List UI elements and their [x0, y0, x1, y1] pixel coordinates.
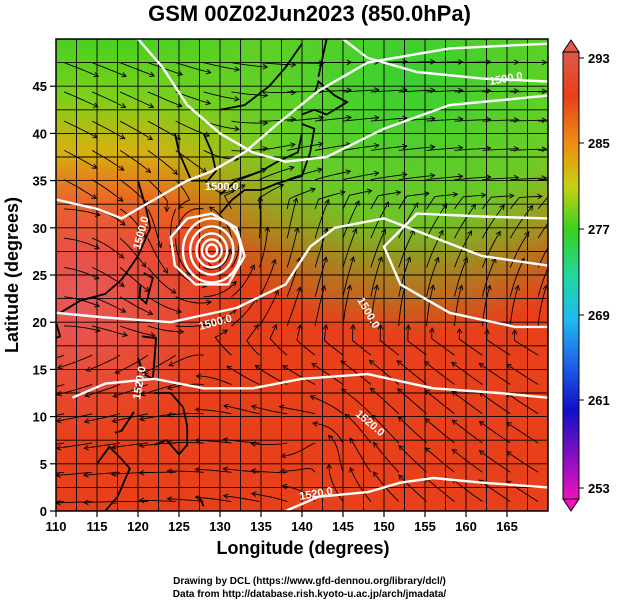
map-title: GSM 00Z02Jun2023 (850.0hPa) [148, 1, 471, 26]
colorbar-top-arrow [563, 40, 579, 52]
streamline [168, 443, 204, 444]
streamline-arrowhead [28, 501, 32, 506]
y-tick-label: 5 [40, 457, 47, 472]
contour-label: 1500.0 [205, 181, 239, 193]
credit-line-1: Drawing by DCL (https://www.gfd-dennou.o… [173, 576, 446, 587]
colorbar-label: 277 [588, 222, 610, 237]
colorbar-bottom-arrow [563, 499, 579, 511]
streamline-arrowhead [29, 390, 34, 395]
x-tick-label: 145 [332, 519, 354, 534]
x-tick-label: 140 [291, 519, 313, 534]
x-tick-label: 135 [250, 519, 272, 534]
y-axis-ticks: 0 5 10 15 20 25 30 35 40 45 [33, 79, 56, 519]
colorbar-scale [563, 52, 579, 499]
credit-line-2: Data from http://database.rish.kyoto-u.a… [173, 589, 447, 600]
x-tick-label: 165 [496, 519, 518, 534]
grid-lines [56, 39, 548, 511]
colorbar-label: 269 [588, 308, 610, 323]
y-tick-label: 15 [33, 362, 47, 377]
x-tick-label: 155 [414, 519, 436, 534]
x-tick-label: 120 [127, 519, 149, 534]
x-tick-label: 160 [455, 519, 477, 534]
x-tick-label: 150 [373, 519, 395, 534]
streamline-arrowhead [553, 232, 557, 237]
colorbar-label: 293 [588, 51, 610, 66]
streamline-arrowhead [557, 206, 562, 211]
y-tick-label: 20 [33, 315, 47, 330]
y-tick-label: 0 [40, 504, 47, 519]
x-tick-label: 125 [168, 519, 190, 534]
colorbar-labels: 293 285 277 269 261 253 [579, 51, 610, 496]
x-axis-label: Longitude (degrees) [216, 538, 389, 558]
streamline-arrowhead [548, 259, 552, 264]
x-tick-label: 110 [46, 519, 67, 534]
x-axis-ticks: 110 115 120 125 130 135 140 145 150 155 160 165 [46, 511, 518, 534]
y-tick-label: 25 [33, 268, 47, 283]
y-tick-label: 30 [33, 221, 47, 236]
y-tick-label: 10 [33, 410, 47, 425]
colorbar-label: 261 [588, 393, 610, 408]
streamline-arrowhead [28, 473, 33, 478]
streamline-arrowhead [28, 445, 33, 450]
y-tick-label: 35 [33, 174, 47, 189]
x-tick-label: 130 [209, 519, 231, 534]
y-axis-label: Latitude (degrees) [2, 197, 22, 353]
colorbar-label: 253 [588, 481, 610, 496]
y-tick-label: 40 [33, 126, 47, 141]
colorbar: 293 285 277 269 261 253 [563, 40, 610, 511]
x-tick-label: 115 [87, 519, 108, 534]
plot-area: 1500.0 1500.0 1500.0 1500.0 1500.0 1520.… [28, 39, 574, 511]
colorbar-label: 285 [588, 136, 610, 151]
y-tick-label: 45 [33, 79, 47, 94]
